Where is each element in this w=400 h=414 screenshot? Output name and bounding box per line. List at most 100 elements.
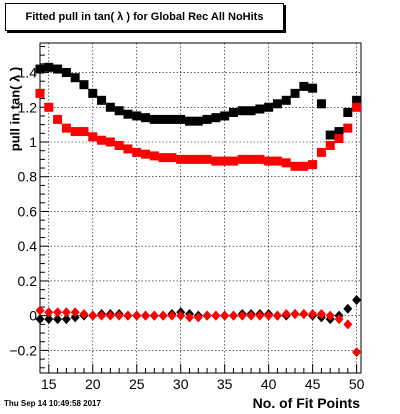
series-3-point [237, 310, 247, 321]
x-tick-label: 30 [173, 376, 189, 392]
x-tick-label: 25 [129, 376, 145, 392]
series-0-point [44, 62, 54, 72]
series-3-point [132, 310, 142, 321]
series-1-point [343, 123, 353, 133]
series-1-point [220, 156, 230, 166]
y-tick-label: 1.4 [18, 65, 38, 81]
series-3-point [79, 308, 89, 319]
series-3-point [193, 312, 203, 323]
series-1-point [316, 147, 326, 157]
series-3-point [343, 319, 353, 330]
series-3-point [352, 347, 362, 358]
series-3-point [158, 310, 168, 321]
series-0-point [220, 111, 230, 121]
series-3-point [325, 310, 335, 321]
series-1-point [141, 149, 151, 159]
series-0-point [193, 116, 203, 126]
series-0-point [272, 99, 282, 109]
series-3-point [70, 307, 80, 318]
series-0-point [132, 111, 142, 121]
series-2-point [35, 314, 45, 325]
series-0-point [316, 99, 326, 109]
series-1-point [202, 154, 212, 164]
series-3-point [246, 310, 256, 321]
series-3-point [316, 308, 326, 319]
series-1-point [167, 153, 177, 163]
series-3-point [290, 308, 300, 319]
series-1-point [246, 154, 256, 164]
series-1-point [132, 147, 142, 157]
y-tick-label: 0.6 [18, 203, 38, 219]
series-0-point [264, 102, 274, 112]
series-3-point [44, 307, 54, 318]
series-0-point [343, 107, 353, 117]
x-tick-label: 35 [217, 376, 233, 392]
series-0-point [53, 64, 63, 74]
series-3-point [149, 310, 159, 321]
series-1-point [158, 153, 168, 163]
y-tick-label: −0.2 [9, 342, 37, 358]
series-3-point [334, 314, 344, 325]
series-1-point [281, 158, 291, 168]
series-1-point [114, 140, 124, 150]
series-1-point [79, 127, 89, 137]
series-0-point [281, 95, 291, 105]
datestamp: Thu Sep 14 10:49:58 2017 [4, 399, 101, 408]
y-tick-label: 1 [29, 134, 37, 150]
series-0-point [123, 109, 133, 119]
x-tick-label: 45 [305, 376, 321, 392]
x-tick-label: 40 [261, 376, 277, 392]
series-2-point [352, 295, 362, 306]
series-3-point [123, 310, 133, 321]
series-1-point [97, 135, 107, 145]
series-0-point [211, 113, 221, 123]
series-1-point [70, 127, 80, 137]
series-1-point [264, 156, 274, 166]
series-1-point [149, 151, 159, 161]
y-tick-label: 0.4 [18, 238, 38, 254]
series-1-point [211, 156, 221, 166]
series-0-point [246, 106, 256, 116]
series-3-point [211, 310, 221, 321]
series-0-point [299, 81, 309, 91]
x-axis-label: No. of Fit Points [252, 395, 360, 411]
series-3-point [255, 310, 265, 321]
x-tick-label: 15 [41, 376, 57, 392]
y-tick-label: 1.2 [18, 99, 38, 115]
series-0-point [70, 73, 80, 83]
series-0-point [141, 113, 151, 123]
series-1-point [105, 137, 115, 147]
series-1-point [185, 154, 195, 164]
series-3-point [97, 310, 107, 321]
chart-title: Fitted pull in tan( λ ) for Global Rec A… [5, 3, 284, 31]
series-1-point [237, 154, 247, 164]
series-2-point [53, 314, 63, 325]
series-3-point [185, 312, 195, 323]
series-1-point [290, 161, 300, 171]
series-2-point [44, 314, 54, 325]
series-0-point [88, 88, 98, 98]
series-0-point [114, 106, 124, 116]
series-0-point [334, 127, 344, 137]
series-0-point [167, 114, 177, 124]
series-2-point [70, 312, 80, 323]
y-tick-label: 0.8 [18, 169, 38, 185]
series-0-point [308, 83, 318, 93]
series-3-point [105, 310, 115, 321]
series-1-point [176, 154, 186, 164]
series-1-point [35, 88, 45, 98]
series-3-point [61, 307, 71, 318]
series-0-point [176, 114, 186, 124]
y-tick-label: 0.2 [18, 273, 38, 289]
series-0-point [290, 88, 300, 98]
series-0-point [149, 114, 159, 124]
x-tick-label: 20 [85, 376, 101, 392]
series-2-point [61, 314, 71, 325]
series-1-point [308, 160, 318, 170]
series-0-point [35, 64, 45, 74]
series-0-point [158, 114, 168, 124]
series-3-point [35, 305, 45, 316]
series-1-point [352, 102, 362, 112]
series-3-point [88, 310, 98, 321]
series-0-point [228, 107, 238, 117]
